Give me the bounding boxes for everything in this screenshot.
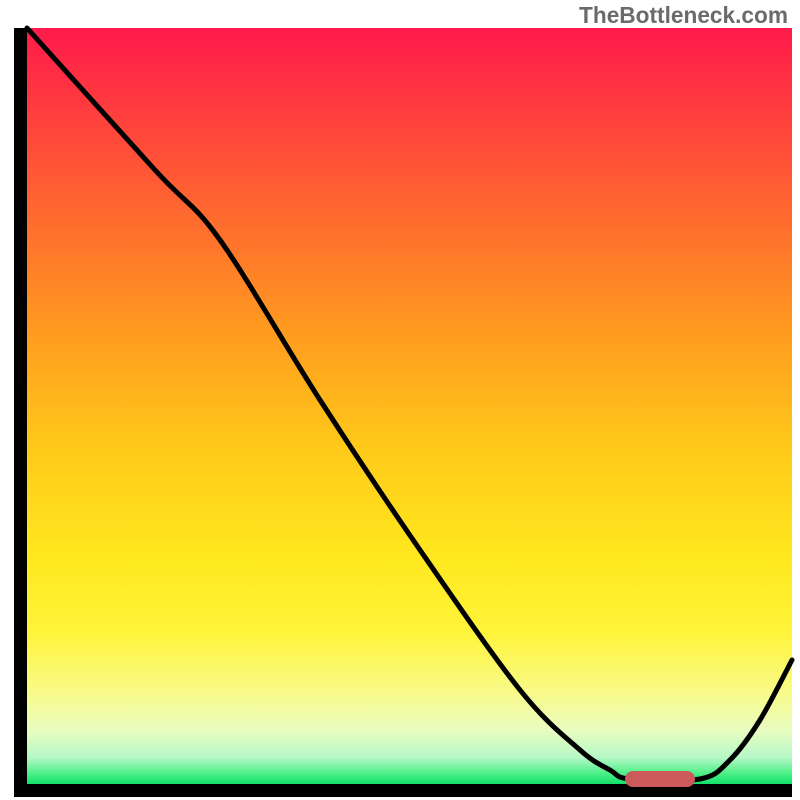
chart-root: TheBottleneck.com	[0, 0, 800, 800]
attribution-label: TheBottleneck.com	[579, 2, 788, 29]
background-gradient	[22, 28, 792, 784]
optimal-range-marker	[625, 771, 695, 787]
y-axis-line	[14, 28, 27, 797]
